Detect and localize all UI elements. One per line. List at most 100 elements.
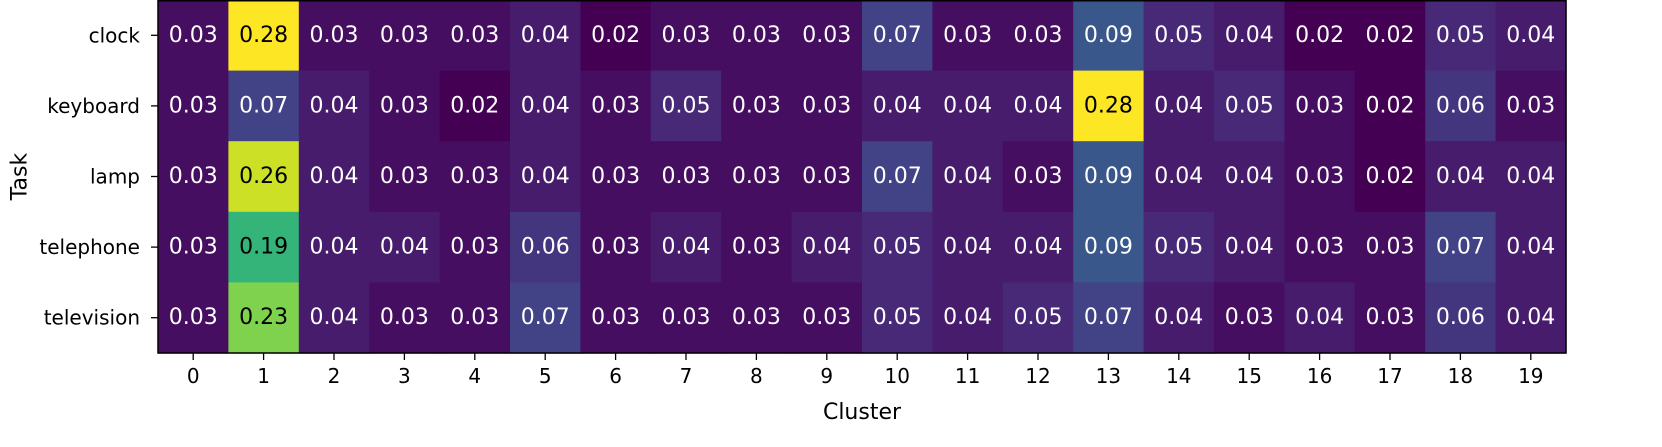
cell-value-label: 0.04	[521, 23, 570, 48]
cell-value-label: 0.07	[1084, 305, 1133, 330]
heatmap-cell-keyboard-13	[1073, 70, 1145, 142]
heatmap-cell-lamp-4	[439, 141, 511, 213]
cell-value-label: 0.07	[873, 164, 922, 189]
heatmap-cell-lamp-7	[650, 141, 722, 213]
cell-value-label: 0.02	[591, 23, 640, 48]
cell-value-label: 0.04	[521, 93, 570, 118]
heatmap-cell-clock-0	[158, 0, 229, 72]
cell-value-label: 0.02	[1366, 164, 1415, 189]
heatmap-cell-telephone-19	[1495, 211, 1567, 283]
cell-value-label: 0.03	[380, 93, 429, 118]
cell-value-label: 0.04	[1014, 93, 1063, 118]
cell-value-label: 0.03	[1014, 164, 1063, 189]
x-tick-label: 19	[1518, 364, 1543, 388]
heatmap-cell-television-12	[1002, 282, 1074, 354]
cell-value-label: 0.03	[1014, 23, 1063, 48]
cell-value-label: 0.03	[732, 23, 781, 48]
y-tick-label: clock	[89, 23, 141, 47]
heatmap-cell-clock-4	[439, 0, 511, 72]
heatmap-cell-telephone-16	[1284, 211, 1356, 283]
heatmap-cell-lamp-15	[1214, 141, 1285, 213]
cell-value-label: 0.04	[943, 164, 992, 189]
cell-value-label: 0.23	[239, 305, 288, 330]
heatmap-cell-clock-17	[1354, 0, 1426, 72]
cell-value-label: 0.28	[239, 23, 288, 48]
heatmap-cell-lamp-11	[932, 141, 1004, 213]
cell-value-label: 0.03	[1366, 305, 1415, 330]
heatmap-cell-telephone-4	[439, 211, 511, 283]
heatmap-cell-lamp-19	[1495, 141, 1567, 213]
cell-value-label: 0.03	[732, 305, 781, 330]
x-tick-label: 10	[884, 364, 909, 388]
x-tick-label: 5	[539, 364, 552, 388]
heatmap-cell-clock-16	[1284, 0, 1356, 72]
heatmap-cell-lamp-16	[1284, 141, 1356, 213]
heatmap-cell-telephone-14	[1143, 211, 1215, 283]
cell-value-label: 0.03	[732, 164, 781, 189]
cell-value-label: 0.03	[1295, 93, 1344, 118]
y-tick-label: television	[44, 306, 140, 330]
heatmap-cell-clock-2	[298, 0, 370, 72]
x-tick-label: 12	[1025, 364, 1050, 388]
cell-value-label: 0.09	[1084, 164, 1133, 189]
cell-value-label: 0.04	[943, 305, 992, 330]
cell-value-label: 0.06	[521, 235, 570, 260]
heatmap-cell-television-17	[1354, 282, 1426, 354]
x-tick-label: 11	[955, 364, 980, 388]
heatmap-cell-television-2	[298, 282, 370, 354]
cell-value-label: 0.06	[1436, 305, 1485, 330]
x-tick-label: 16	[1307, 364, 1332, 388]
heatmap-cell-lamp-9	[791, 141, 863, 213]
heatmap-cell-telephone-1	[228, 211, 300, 283]
heatmap-cell-lamp-14	[1143, 141, 1215, 213]
cell-value-label: 0.02	[1366, 23, 1415, 48]
x-tick-label: 14	[1166, 364, 1191, 388]
cell-value-label: 0.05	[1436, 23, 1485, 48]
heatmap-cell-keyboard-12	[1002, 70, 1074, 142]
cell-value-label: 0.04	[1014, 235, 1063, 260]
heatmap-cell-television-15	[1214, 282, 1285, 354]
heatmap-cell-lamp-18	[1425, 141, 1497, 213]
cell-value-label: 0.03	[380, 305, 429, 330]
cell-value-label: 0.04	[943, 235, 992, 260]
cell-value-label: 0.03	[169, 164, 218, 189]
cell-value-label: 0.04	[802, 235, 851, 260]
cell-value-label: 0.04	[310, 93, 359, 118]
heatmap-cell-television-14	[1143, 282, 1215, 354]
heatmap-cell-clock-18	[1425, 0, 1497, 72]
heatmap-cell-television-1	[228, 282, 300, 354]
heatmap-cell-television-6	[580, 282, 652, 354]
heatmap-cell-lamp-17	[1354, 141, 1426, 213]
heatmap-cell-clock-7	[650, 0, 722, 72]
cell-value-label: 0.03	[591, 235, 640, 260]
y-tick-label: telephone	[39, 235, 140, 259]
cell-value-label: 0.03	[802, 23, 851, 48]
x-tick-label: 4	[468, 364, 481, 388]
heatmap-cell-keyboard-19	[1495, 70, 1567, 142]
cell-value-label: 0.06	[1436, 93, 1485, 118]
heatmap-cell-telephone-12	[1002, 211, 1074, 283]
heatmap-cell-television-16	[1284, 282, 1356, 354]
cell-value-label: 0.04	[1506, 23, 1555, 48]
heatmap-cell-keyboard-2	[298, 70, 370, 142]
cell-value-label: 0.04	[1506, 305, 1555, 330]
cell-value-label: 0.04	[310, 235, 359, 260]
cell-value-label: 0.03	[591, 164, 640, 189]
heatmap-cell-clock-5	[510, 0, 581, 72]
x-axis-ticks: 0 1 2 3 4 5 6 7 8 9 10 11 12 13 14 15 16 17 18 19	[187, 353, 1544, 388]
heatmap-cell-clock-1	[228, 0, 300, 72]
cell-value-label: 0.04	[1225, 164, 1274, 189]
cell-value-label: 0.03	[662, 164, 711, 189]
cell-value-label: 0.05	[1154, 235, 1203, 260]
x-tick-label: 9	[820, 364, 833, 388]
heatmap-cell-telephone-5	[510, 211, 581, 283]
cell-value-label: 0.03	[169, 235, 218, 260]
x-tick-label: 2	[328, 364, 341, 388]
cell-value-label: 0.05	[1014, 305, 1063, 330]
heatmap-cell-television-19	[1495, 282, 1567, 354]
cell-value-label: 0.05	[873, 305, 922, 330]
x-tick-label: 8	[750, 364, 763, 388]
cell-value-label: 0.03	[169, 93, 218, 118]
x-tick-label: 3	[398, 364, 411, 388]
